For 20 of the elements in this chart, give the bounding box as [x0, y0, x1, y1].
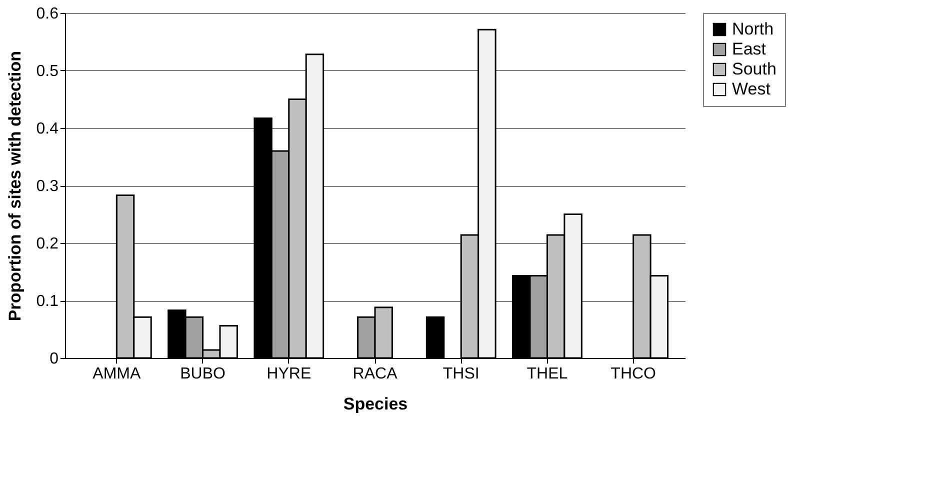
x-tick-label: THSI	[442, 366, 480, 382]
y-tick-label: 0.2	[36, 236, 59, 252]
x-tick-label: HYRE	[266, 366, 312, 382]
x-tick-label: BUBO	[180, 366, 226, 382]
x-axis-title: Species	[343, 394, 408, 414]
y-axis-title: Proportion of sites with detection	[5, 50, 24, 322]
legend-label: North	[732, 20, 774, 38]
y-tick-label: 0	[50, 350, 59, 368]
legend-label: South	[732, 60, 776, 78]
legend-label: East	[732, 40, 766, 58]
y-tick-label: 0.3	[36, 178, 59, 195]
x-tick-label: THCO	[610, 366, 656, 382]
y-tick-label: 0.5	[36, 63, 59, 80]
x-tick-label: RACA	[352, 366, 398, 382]
x-tick-label: THEL	[526, 366, 568, 382]
y-tick-label: 0.4	[36, 120, 59, 138]
legend-label: West	[732, 80, 771, 98]
y-tick-label: 0.1	[36, 293, 59, 310]
y-tick-label: 0.6	[36, 6, 59, 22]
x-tick-label: AMMA	[92, 366, 141, 382]
